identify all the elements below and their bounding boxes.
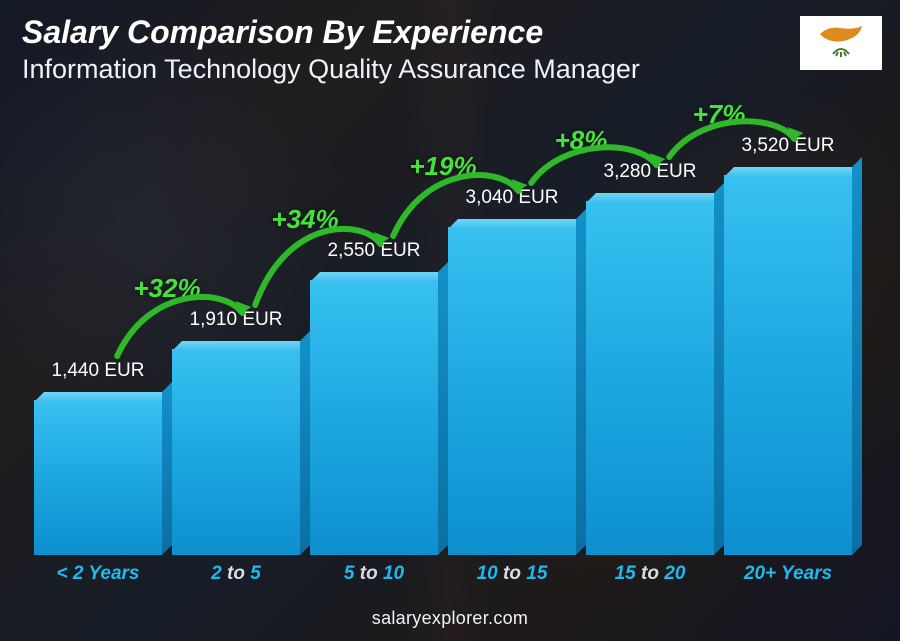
category-label: 5 to 10 (310, 563, 438, 585)
bar (310, 280, 438, 555)
footer-brand: salaryexplorer.com (0, 608, 900, 629)
bar-wrap: 3,040 EUR (448, 227, 576, 555)
growth-label: +34% (260, 204, 350, 235)
bar-wrap: 1,910 EUR (172, 349, 300, 555)
country-flag-cyprus (800, 16, 882, 70)
page-title: Salary Comparison By Experience (22, 14, 543, 51)
bar (34, 400, 162, 555)
growth-label: +8% (536, 125, 626, 156)
bar (448, 227, 576, 555)
bar-wrap: 3,280 EUR (586, 201, 714, 555)
page-subtitle: Information Technology Quality Assurance… (22, 54, 640, 85)
category-row: < 2 Years 2 to 5 5 to 10 10 to 15 15 to 20 20… (34, 563, 852, 585)
bar-value-label: 3,280 EUR (560, 161, 739, 183)
bar-wrap: 1,440 EUR (34, 400, 162, 555)
bar-group: 1,440 EUR1,910 EUR2,550 EUR3,040 EUR3,28… (34, 175, 852, 555)
bar-value-label: 3,520 EUR (698, 135, 877, 157)
cyprus-flag-icon (800, 16, 882, 70)
bar-value-label: 1,440 EUR (8, 360, 187, 382)
category-label: < 2 Years (34, 563, 162, 585)
growth-label: +32% (122, 273, 212, 304)
category-label: 2 to 5 (172, 563, 300, 585)
bar-value-label: 2,550 EUR (284, 240, 463, 262)
growth-label: +7% (674, 99, 764, 130)
bar (172, 349, 300, 555)
category-label: 20+ Years (724, 563, 852, 585)
bar-value-label: 3,040 EUR (422, 187, 601, 209)
salary-bar-chart: 1,440 EUR1,910 EUR2,550 EUR3,040 EUR3,28… (34, 130, 852, 579)
bar (724, 175, 852, 555)
infographic-stage: Salary Comparison By Experience Informat… (0, 0, 900, 641)
growth-label: +19% (398, 151, 488, 182)
category-label: 15 to 20 (586, 563, 714, 585)
bar-value-label: 1,910 EUR (146, 309, 325, 331)
bar-wrap: 3,520 EUR (724, 175, 852, 555)
category-label: 10 to 15 (448, 563, 576, 585)
bar-wrap: 2,550 EUR (310, 280, 438, 555)
bar (586, 201, 714, 555)
